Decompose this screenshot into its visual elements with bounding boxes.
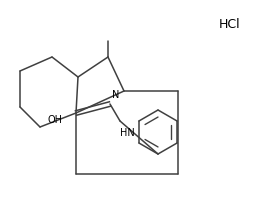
Text: HCl: HCl — [219, 18, 241, 31]
Text: OH: OH — [47, 115, 62, 124]
Text: HN: HN — [120, 127, 135, 137]
Text: N: N — [112, 90, 120, 99]
